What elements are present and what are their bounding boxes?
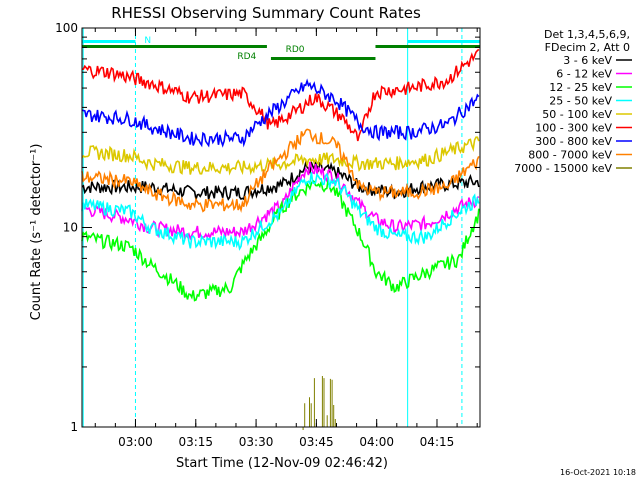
timestamp: 16-Oct-2021 10:18 bbox=[560, 468, 636, 477]
series-line bbox=[81, 128, 480, 214]
annotation-label: N bbox=[144, 36, 151, 46]
y-tick-label: 100 bbox=[55, 21, 78, 35]
legend-label: 3 - 6 keV bbox=[563, 54, 612, 67]
legend-label: 100 - 300 keV bbox=[535, 122, 612, 135]
series-line bbox=[81, 172, 480, 251]
series-line bbox=[81, 48, 480, 142]
series-line bbox=[81, 161, 480, 242]
plot-area: N RD4 RD0 bbox=[81, 28, 480, 430]
y-axis-label: Count Rate (s⁻¹ detector⁻¹) bbox=[29, 144, 44, 321]
chart-title: RHESSI Observing Summary Count Rates bbox=[111, 4, 421, 22]
x-tick-label: 03:30 bbox=[239, 435, 274, 449]
annotation-label: RD4 bbox=[237, 52, 256, 62]
x-axis-label: Start Time (12-Nov-09 02:46:42) bbox=[176, 456, 388, 471]
legend-header-line-2: FDecim 2, Att 0 bbox=[545, 41, 630, 54]
y-tick-label: 1 bbox=[70, 420, 78, 434]
x-tick-label: 03:15 bbox=[178, 435, 213, 449]
legend: Det 1,3,4,5,6,9, FDecim 2, Att 0 3 - 6 k… bbox=[514, 28, 632, 175]
series-line bbox=[81, 136, 480, 176]
legend-label: 800 - 7000 keV bbox=[528, 149, 612, 162]
x-tick-label: 04:15 bbox=[420, 435, 455, 449]
legend-label: 50 - 100 keV bbox=[542, 108, 612, 121]
series-line bbox=[302, 376, 336, 430]
legend-header-line-1: Det 1,3,4,5,6,9, bbox=[544, 28, 630, 41]
legend-label: 25 - 50 keV bbox=[549, 95, 612, 108]
legend-label: 12 - 25 keV bbox=[549, 81, 612, 94]
night-bar bbox=[82, 40, 136, 43]
y-tick-label: 10 bbox=[63, 221, 78, 235]
attenuator-bar bbox=[82, 45, 267, 48]
legend-label: 300 - 800 keV bbox=[535, 135, 612, 148]
attenuator-bar bbox=[270, 57, 376, 60]
legend-label: 7000 - 15000 keV bbox=[514, 162, 612, 175]
attenuator-bar bbox=[375, 45, 480, 48]
legend-label: 6 - 12 keV bbox=[556, 68, 612, 81]
annotation-label: RD0 bbox=[286, 45, 305, 55]
series-line bbox=[81, 179, 480, 302]
axis-ticks: 03:00 03:15 03:30 03:45 04:00 04:15 100 10 1 bbox=[55, 21, 480, 449]
x-tick-label: 04:00 bbox=[359, 435, 394, 449]
series-line bbox=[81, 78, 480, 148]
night-bar bbox=[407, 40, 480, 43]
x-tick-label: 03:00 bbox=[118, 435, 153, 449]
x-tick-label: 03:45 bbox=[299, 435, 334, 449]
